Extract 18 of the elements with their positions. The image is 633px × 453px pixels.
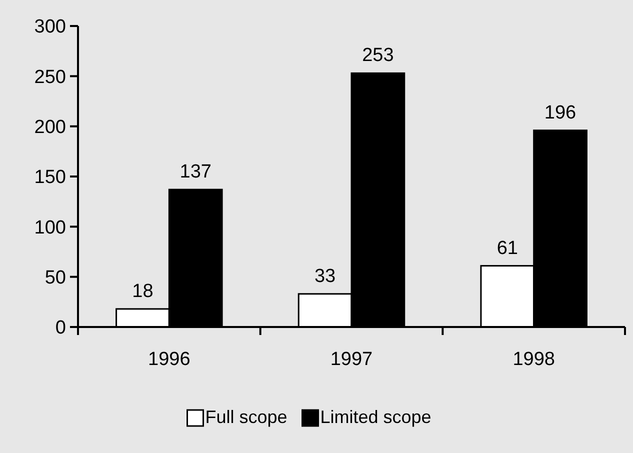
y-tick-label: 300 xyxy=(34,16,66,38)
data-label: 61 xyxy=(496,238,518,259)
data-label: 253 xyxy=(362,45,394,66)
legend-label: Limited scope xyxy=(320,407,432,427)
legend-label: Full scope xyxy=(205,407,288,427)
data-label: 18 xyxy=(132,280,154,302)
y-tick-label: 200 xyxy=(34,116,66,138)
data-label: 33 xyxy=(314,266,336,287)
y-tick-label: 0 xyxy=(55,318,66,339)
y-tick-label: 50 xyxy=(44,267,66,288)
x-tick-label: 1998 xyxy=(512,349,555,370)
x-tick-label: 1996 xyxy=(148,349,190,370)
x-tick-label: 1997 xyxy=(330,349,373,370)
data-label: 196 xyxy=(544,102,576,124)
y-tick-label: 250 xyxy=(34,66,66,88)
y-tick-label: 100 xyxy=(34,217,66,238)
data-label: 137 xyxy=(180,162,212,183)
y-tick-label: 150 xyxy=(34,167,66,188)
